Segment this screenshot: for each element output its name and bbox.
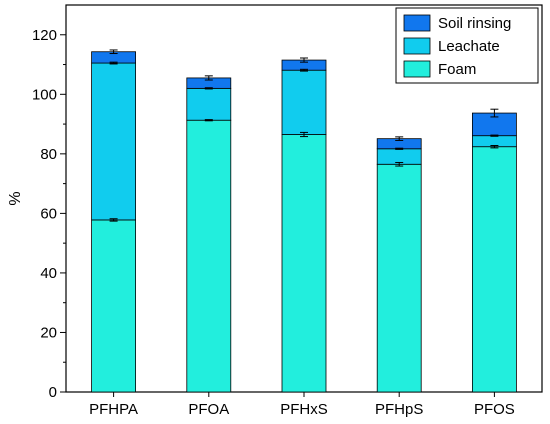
x-tick-label-pfoa: PFOA [188, 401, 229, 418]
y-tick-label: 0 [49, 384, 57, 401]
bar-leachate-pfhpa [91, 62, 136, 221]
y-tick-label: 20 [40, 324, 57, 341]
y-tick-label: 60 [40, 205, 57, 222]
error-bar-foam-pfos [490, 145, 499, 149]
error-bars-layer [109, 49, 499, 222]
error-bar-leachate-pfos [490, 134, 499, 137]
error-bar-leachate-pfoa [204, 87, 213, 90]
y-tick-label: 40 [40, 265, 57, 282]
legend: Soil rinsing Leachate Foam [395, 7, 539, 84]
y-tick-label: 80 [40, 146, 57, 163]
error-bar-foam-pfoa [204, 119, 213, 122]
legend-swatch-soil-rinsing [403, 14, 431, 32]
bar-leachate-pfhxs [281, 69, 327, 135]
error-bar-soil-rinsing-pfhpa [109, 49, 118, 55]
error-bar-foam-pfhxs [300, 131, 308, 138]
legend-label-foam: Foam [438, 61, 476, 78]
x-axis: PFHPA PFOA PFHxS PFHpS PFOS [89, 392, 515, 418]
error-bar-foam-pfhps [395, 161, 404, 167]
bar-leachate-pfoa [186, 87, 232, 121]
error-bar-leachate-pfhps [395, 147, 404, 150]
y-tick-label: 100 [32, 86, 57, 103]
legend-label-leachate: Leachate [438, 38, 500, 55]
bar-foam-pfhxs [281, 134, 327, 393]
x-tick-label-pfhpa: PFHPA [89, 401, 138, 418]
x-tick-label-pfhps: PFHpS [375, 401, 423, 418]
error-bar-soil-rinsing-pfhps [395, 136, 404, 141]
error-bar-leachate-pfhxs [300, 68, 308, 72]
x-tick-label-pfhxs: PFHxS [280, 401, 328, 418]
error-bar-foam-pfhpa [109, 218, 118, 222]
error-bar-soil-rinsing-pfhxs [300, 57, 308, 63]
error-bar-leachate-pfhpa [109, 61, 118, 65]
bar-foam-pfhpa [91, 219, 136, 393]
y-axis: 0 20 40 60 80 100 120 [32, 27, 66, 401]
y-axis-label: % [7, 191, 24, 205]
legend-swatch-leachate [403, 37, 431, 55]
error-bar-soil-rinsing-pfoa [204, 75, 213, 81]
error-bar-soil-rinsing-pfos [490, 108, 499, 118]
x-tick-label-pfos: PFOS [474, 401, 515, 418]
bar-foam-pfoa [186, 119, 232, 393]
bar-foam-pfhps [376, 163, 422, 393]
bar-foam-pfos [471, 146, 517, 393]
y-tick-label: 120 [32, 27, 57, 44]
bar-leachate-pfhps [376, 148, 422, 165]
legend-swatch-foam [403, 60, 431, 78]
legend-label-soil-rinsing: Soil rinsing [438, 15, 511, 32]
bars-layer [91, 51, 517, 393]
